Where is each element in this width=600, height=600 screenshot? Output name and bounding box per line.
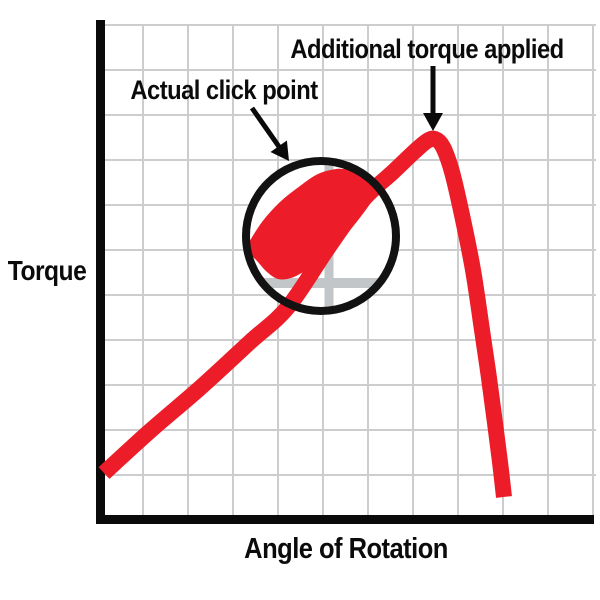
- annotation-actual-click-point: Actual click point: [130, 75, 318, 105]
- annotation-arrows: [249, 66, 443, 161]
- torque-curve: [98, 130, 512, 498]
- axes: [96, 20, 594, 524]
- annotation-additional-torque: Additional torque applied: [290, 34, 564, 64]
- magnifier-ring: [242, 157, 400, 315]
- y-axis-label: Torque: [7, 255, 87, 286]
- x-axis-label: Angle of Rotation: [244, 533, 448, 565]
